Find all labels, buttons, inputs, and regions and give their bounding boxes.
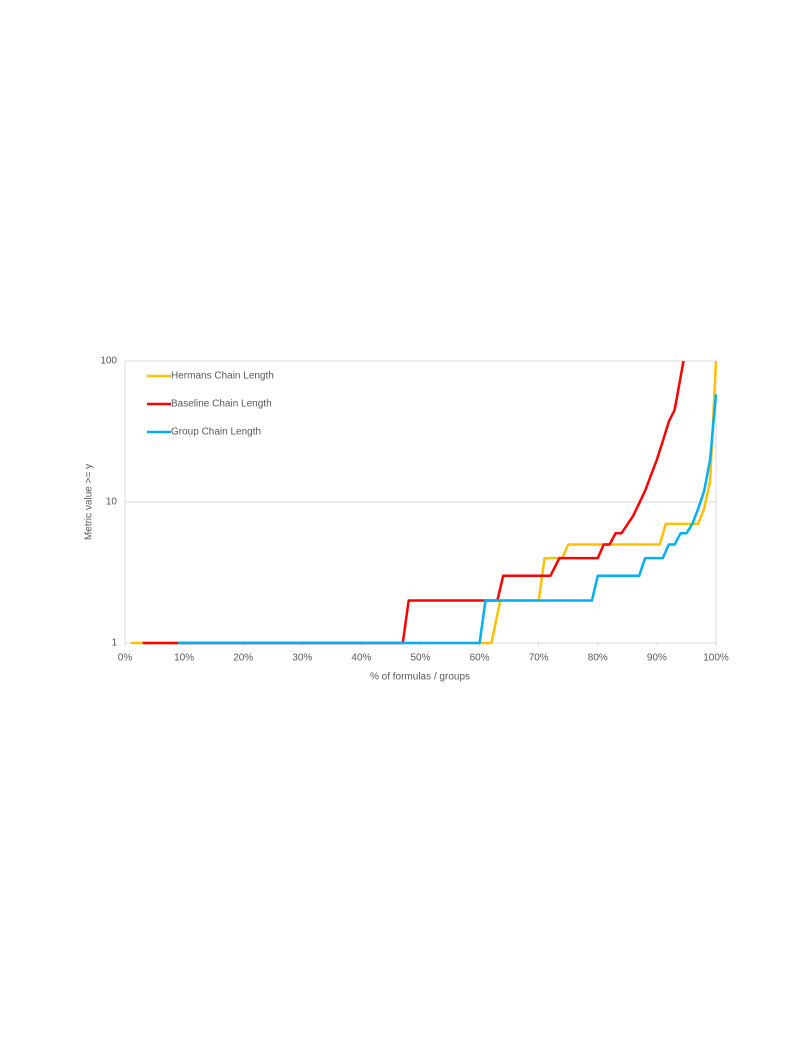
legend-label: Baseline Chain Length	[171, 399, 272, 410]
x-tick-label: 70%	[529, 653, 549, 664]
x-tick-label: 20%	[233, 653, 253, 664]
legend-label: Hermans Chain Length	[171, 371, 274, 382]
x-tick-label: 0%	[118, 653, 133, 664]
y-tick-label: 1	[111, 638, 117, 649]
x-tick-label: 60%	[470, 653, 490, 664]
x-tick-label: 80%	[588, 653, 608, 664]
x-tick-label: 30%	[292, 653, 312, 664]
x-tick-label: 50%	[410, 653, 430, 664]
legend-label: Group Chain Length	[171, 427, 261, 438]
y-tick-label: 10	[106, 497, 118, 508]
x-tick-label: 90%	[647, 653, 667, 664]
x-tick-label: 10%	[174, 653, 194, 664]
y-axis-label: Metric value >= y	[84, 464, 95, 540]
x-tick-label: 100%	[703, 653, 729, 664]
x-tick-label: 40%	[351, 653, 371, 664]
series-line	[178, 394, 718, 645]
x-axis-label: % of formulas / groups	[370, 672, 470, 683]
y-tick-label: 100	[100, 356, 117, 367]
